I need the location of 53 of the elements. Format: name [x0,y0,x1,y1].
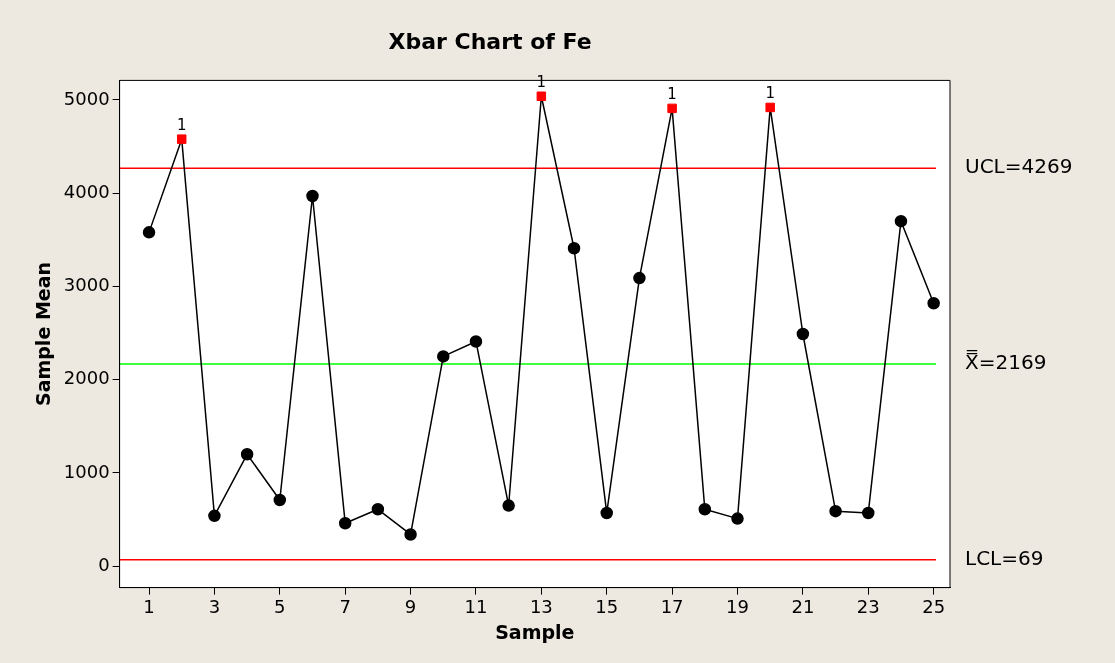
annotation: 1 [765,83,775,102]
y-tick-label: 5000 [63,87,110,109]
point [667,103,677,114]
point [829,504,842,518]
point [600,506,613,520]
x-tick-label: 17 [660,596,684,618]
x-tick-label: 11 [464,596,488,618]
point [469,335,483,348]
annotation: 1 [176,115,187,134]
point [796,327,810,341]
point [894,214,908,228]
x-axis-title: Sample [495,620,575,643]
y-tick-label: 3000 [63,274,110,296]
point [927,296,940,310]
point [731,512,744,525]
point [437,350,450,363]
y-axis-title: Sample Mean [32,261,55,407]
y-tick-label: 4000 [63,180,110,202]
x-tick-label: 19 [726,596,749,618]
y-tick-label: 0 [98,553,110,575]
x-tick-label: 25 [922,596,946,618]
point [404,528,417,541]
point [142,226,156,239]
point [633,271,646,285]
point [502,499,515,512]
annotation: 1 [667,84,677,103]
chart-title: Xbar Chart of Fe [388,28,592,54]
x-tick-label: 7 [339,596,351,618]
x-tick-label: 15 [595,596,619,618]
x-tick-label: 1 [143,596,155,618]
x-tick-label: 21 [791,596,815,618]
x-tick-label: 5 [274,596,286,618]
point [273,493,287,507]
point [765,102,775,113]
ref-line-label: X̿=2169 [965,349,1047,375]
point [698,503,712,516]
x-tick-label: 9 [404,596,417,618]
point [338,517,352,530]
y-tick-label: 1000 [63,460,110,482]
point [208,509,221,523]
point [176,134,187,144]
x-tick-label: 13 [529,596,553,618]
point [240,448,254,461]
ref-line-label: LCL=69 [965,545,1044,570]
ref-line-label: UCL=4269 [965,154,1073,179]
y-tick-label: 2000 [63,367,110,389]
point [306,189,319,203]
point [567,241,581,255]
x-tick-label: 23 [856,596,880,618]
point [536,91,547,101]
point [862,506,875,520]
point [371,503,385,516]
x-tick-label: 3 [208,596,221,618]
